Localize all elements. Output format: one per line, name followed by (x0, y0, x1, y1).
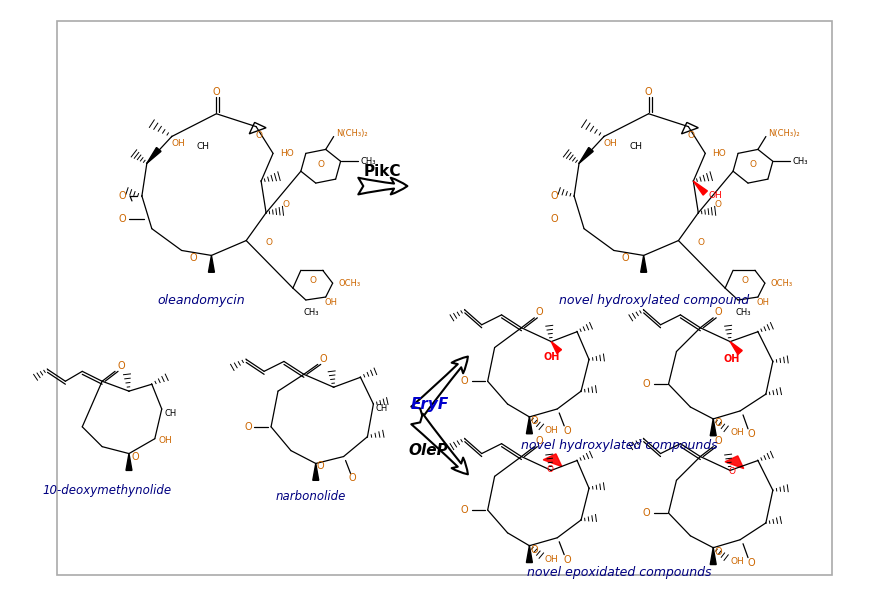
Text: O: O (698, 238, 705, 247)
Text: OH: OH (324, 299, 337, 308)
Text: O: O (749, 160, 756, 169)
Text: O: O (550, 214, 558, 224)
Text: OCH₃: OCH₃ (339, 279, 361, 288)
Text: O: O (728, 467, 735, 476)
Text: O: O (348, 474, 356, 483)
Text: O: O (317, 462, 325, 471)
Text: O: O (714, 547, 722, 557)
Text: O: O (715, 200, 722, 209)
Text: 10-deoxymethynolide: 10-deoxymethynolide (43, 484, 172, 497)
Text: O: O (118, 361, 125, 371)
Polygon shape (710, 548, 716, 564)
Text: PikC: PikC (363, 163, 401, 178)
Text: OH: OH (730, 557, 744, 566)
Polygon shape (526, 546, 532, 563)
Text: HO: HO (712, 149, 726, 158)
Text: O: O (256, 130, 263, 139)
Polygon shape (544, 454, 562, 466)
Text: CH: CH (629, 142, 642, 151)
Text: OleP: OleP (408, 443, 448, 458)
Text: O: O (714, 418, 722, 428)
Polygon shape (579, 147, 593, 163)
Text: O: O (309, 276, 316, 285)
Text: O: O (643, 379, 651, 389)
Text: O: O (266, 238, 273, 247)
Text: OH: OH (724, 355, 740, 364)
Text: O: O (714, 436, 722, 446)
Text: O: O (118, 191, 125, 201)
Text: OH: OH (159, 436, 172, 445)
Text: O: O (213, 87, 220, 97)
Text: O: O (688, 130, 695, 139)
Text: CH₃: CH₃ (735, 308, 751, 317)
Text: O: O (118, 214, 125, 224)
Text: O: O (714, 307, 722, 317)
Text: narbonolide: narbonolide (275, 490, 346, 502)
Text: OH: OH (544, 426, 558, 435)
Text: OH: OH (172, 139, 186, 148)
Text: CH₃: CH₃ (303, 308, 319, 317)
Text: O: O (564, 555, 571, 564)
Polygon shape (526, 417, 532, 434)
Polygon shape (730, 341, 742, 355)
Text: O: O (320, 355, 327, 364)
Text: CH₃: CH₃ (361, 157, 376, 166)
Text: CH: CH (375, 404, 388, 413)
Text: O: O (550, 191, 558, 201)
Polygon shape (725, 456, 744, 469)
Text: O: O (461, 376, 469, 386)
Text: O: O (317, 160, 324, 169)
Bar (57, 20, 833, 575)
Text: N(CH₃)₂: N(CH₃)₂ (335, 129, 368, 138)
Text: O: O (245, 422, 252, 432)
Text: N(CH₃)₂: N(CH₃)₂ (768, 129, 800, 138)
Text: O: O (536, 307, 544, 317)
Polygon shape (693, 181, 707, 195)
Text: OH: OH (544, 555, 558, 564)
Text: OCH₃: OCH₃ (771, 279, 793, 288)
Text: EryF: EryF (411, 397, 449, 412)
Text: O: O (530, 545, 538, 555)
Text: O: O (282, 200, 289, 209)
Text: O: O (547, 465, 554, 474)
Text: O: O (536, 436, 544, 446)
Text: O: O (643, 508, 651, 518)
Text: O: O (132, 451, 138, 462)
Text: oleandomycin: oleandomycin (158, 293, 246, 307)
Polygon shape (710, 419, 716, 436)
Polygon shape (126, 454, 132, 471)
Text: novel hydroxylated compounds: novel hydroxylated compounds (521, 439, 717, 452)
Text: CH₃: CH₃ (793, 157, 808, 166)
Text: OH: OH (708, 192, 722, 201)
Polygon shape (208, 255, 214, 272)
Text: OH: OH (730, 429, 744, 438)
Polygon shape (147, 147, 161, 163)
Text: novel epoxidated compounds: novel epoxidated compounds (527, 566, 711, 579)
Text: CH: CH (165, 409, 177, 418)
Text: O: O (190, 254, 198, 263)
Text: O: O (564, 426, 571, 436)
Text: O: O (741, 276, 748, 285)
Text: O: O (645, 87, 652, 97)
Text: O: O (747, 429, 755, 439)
Polygon shape (641, 255, 646, 272)
Text: OH: OH (604, 139, 618, 148)
Text: O: O (747, 558, 755, 567)
Text: CH: CH (197, 142, 210, 151)
Text: OH: OH (544, 352, 559, 362)
Text: O: O (530, 416, 538, 426)
Polygon shape (313, 463, 319, 480)
Polygon shape (551, 341, 562, 353)
Text: OH: OH (756, 299, 769, 308)
Text: O: O (461, 505, 469, 515)
Text: novel hydroxylated compound: novel hydroxylated compound (558, 293, 749, 307)
Text: HO: HO (280, 149, 294, 158)
Text: O: O (622, 254, 630, 263)
